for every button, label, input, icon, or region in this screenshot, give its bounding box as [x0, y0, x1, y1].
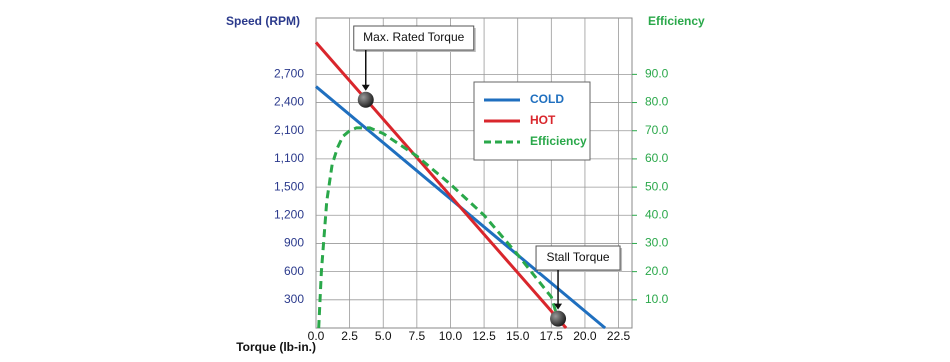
callout-box [535, 245, 621, 271]
y-tick-label: 2,700 [274, 67, 304, 81]
x-tick-label: 17.5 [540, 329, 564, 343]
arrow-head [554, 303, 563, 310]
series-line [317, 126, 563, 329]
arrow-head [361, 84, 370, 91]
y-tick-label: 1,200 [274, 207, 304, 221]
y2-tick-label: 90.0 [645, 67, 669, 81]
x-tick-label: 10.0 [439, 329, 463, 343]
x-tick-label: 5.0 [375, 329, 392, 343]
y-tick-label: 300 [284, 292, 304, 306]
x-tick-label: 0.0 [308, 329, 325, 343]
y2-axis-title: Efficiency [648, 14, 705, 28]
legend-label: HOT [530, 113, 556, 127]
y2-tick-label: 30.0 [645, 236, 669, 250]
y2-tick-label: 40.0 [645, 207, 669, 221]
y2-tick-label: 70.0 [645, 123, 669, 137]
y2-tick-label: 20.0 [645, 264, 669, 278]
y2-tick-label: 10.0 [645, 292, 669, 306]
legend-label: Efficiency [530, 134, 587, 148]
x-tick-label: 15.0 [506, 329, 530, 343]
callout-box [353, 25, 475, 51]
y2-tick-label: 50.0 [645, 179, 669, 193]
annotation-point [357, 91, 374, 108]
x-tick-label: 12.5 [472, 329, 496, 343]
y-axis-title: Speed (RPM) [226, 14, 300, 28]
x-tick-label: 2.5 [341, 329, 358, 343]
y-tick-label: 900 [284, 236, 304, 250]
y-tick-label: 1,500 [274, 179, 304, 193]
y-tick-label: 2,400 [274, 95, 304, 109]
callout-label: Max. Rated Torque [363, 30, 464, 44]
x-axis-title: Torque (lb-in.) [236, 340, 316, 354]
y-tick-label: 2,100 [274, 123, 304, 137]
x-tick-label: 20.0 [573, 329, 597, 343]
x-tick-label: 7.5 [409, 329, 426, 343]
callout-label: Stall Torque [546, 250, 609, 264]
y2-tick-label: 80.0 [645, 95, 669, 109]
y-tick-label: 1,100 [274, 151, 304, 165]
series-line [314, 41, 568, 329]
annotation-point [550, 310, 567, 327]
legend-label: COLD [530, 92, 564, 106]
x-tick-label: 22.5 [607, 329, 631, 343]
y-tick-label: 600 [284, 264, 304, 278]
y2-tick-label: 60.0 [645, 151, 669, 165]
